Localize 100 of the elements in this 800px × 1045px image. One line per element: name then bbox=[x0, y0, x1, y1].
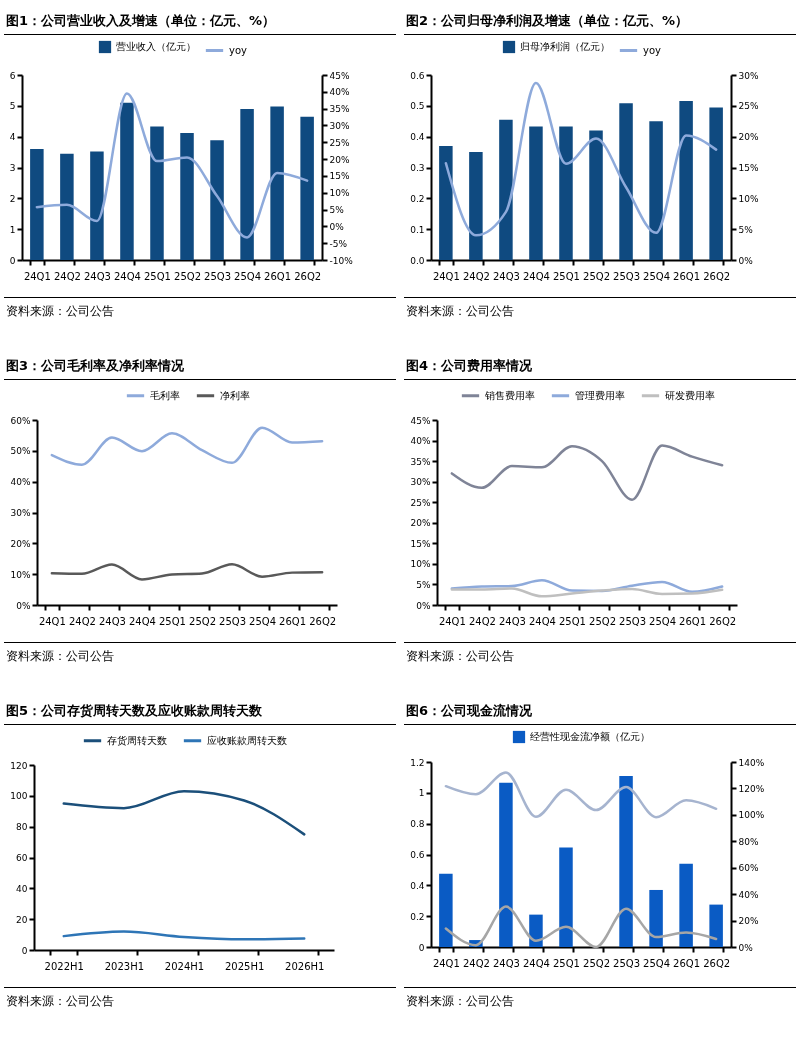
x-tick-label: 24Q1 bbox=[432, 270, 460, 282]
y2-tick-label: 10% bbox=[738, 193, 759, 204]
y2-tick-label: 15% bbox=[738, 163, 759, 173]
x-tick-label: 24Q2 bbox=[468, 615, 496, 627]
x-tick-label: 26Q2 bbox=[709, 615, 737, 627]
legend-label: 存货周转天数 bbox=[107, 734, 167, 746]
x-tick-label: 25Q1 bbox=[559, 615, 586, 627]
bar bbox=[499, 782, 513, 947]
x-tick-label: 24Q4 bbox=[128, 615, 156, 627]
line-series bbox=[50, 426, 324, 466]
legend-label: yoy bbox=[229, 44, 248, 56]
bar bbox=[649, 121, 663, 260]
x-tick-label: 2024H1 bbox=[164, 960, 205, 972]
x-tick-label: 25Q1 bbox=[144, 270, 171, 282]
x-tick-label: 25Q1 bbox=[553, 270, 580, 282]
bar bbox=[619, 103, 633, 260]
x-tick-label: 24Q4 bbox=[522, 957, 550, 969]
y-tick-label: 45% bbox=[410, 415, 431, 426]
x-tick-label: 24Q4 bbox=[113, 270, 141, 282]
y-tick-label: 0% bbox=[416, 600, 431, 611]
x-tick-label: 24Q4 bbox=[528, 615, 556, 627]
y2-tick-label: 40% bbox=[329, 87, 350, 98]
y-tick-label: 0.8 bbox=[410, 819, 425, 830]
x-tick-label: 26Q1 bbox=[673, 957, 701, 969]
y2-tick-label: 5% bbox=[738, 224, 754, 235]
x-tick-label: 24Q2 bbox=[462, 270, 490, 282]
y2-tick-label: 60% bbox=[738, 863, 759, 874]
legend-label: 研发费用率 bbox=[665, 389, 715, 401]
line-series bbox=[35, 92, 309, 239]
y-tick-label: 40% bbox=[410, 436, 431, 447]
y2-tick-label: 30% bbox=[738, 70, 759, 81]
y-tick-label: 1.2 bbox=[410, 757, 425, 768]
x-tick-label: 25Q1 bbox=[553, 957, 580, 969]
y-tick-label: 20% bbox=[10, 538, 31, 549]
legend-label: 应收账款周转天数 bbox=[207, 734, 287, 746]
bar bbox=[150, 126, 164, 260]
chart-title: 图6：公司现金流情况 bbox=[404, 696, 796, 725]
bar bbox=[589, 130, 603, 260]
x-tick-label: 25Q4 bbox=[249, 615, 277, 627]
x-tick-label: 26Q2 bbox=[309, 615, 337, 627]
y2-tick-label: 40% bbox=[738, 889, 759, 900]
y-tick-label: 40 bbox=[16, 883, 28, 894]
y-tick-label: 0.5 bbox=[410, 101, 425, 112]
bar bbox=[300, 116, 314, 260]
y-tick-label: 40% bbox=[10, 477, 31, 488]
line-series bbox=[62, 930, 306, 941]
bar bbox=[240, 108, 254, 260]
x-tick-label: 25Q2 bbox=[583, 270, 610, 282]
y-tick-label: 1 bbox=[418, 788, 425, 799]
y-tick-label: 20 bbox=[16, 914, 28, 925]
y-tick-label: 30% bbox=[10, 508, 31, 518]
x-tick-label: 24Q3 bbox=[492, 957, 520, 969]
x-tick-label: 26Q1 bbox=[264, 270, 292, 282]
bar bbox=[60, 153, 74, 260]
line-series bbox=[444, 81, 718, 237]
bar bbox=[529, 914, 543, 947]
y-tick-label: 0.4 bbox=[410, 880, 425, 891]
y2-tick-label: -5% bbox=[329, 238, 348, 249]
text: 资料来源：公司公告 bbox=[404, 297, 796, 325]
y-tick-label: 120 bbox=[10, 760, 28, 771]
legend-label: 管理费用率 bbox=[575, 389, 625, 401]
x-tick-label: 25Q2 bbox=[583, 957, 610, 969]
legend-label: 毛利率 bbox=[150, 389, 180, 401]
x-tick-label: 24Q4 bbox=[522, 270, 550, 282]
x-tick-label: 26Q2 bbox=[703, 270, 731, 282]
y-tick-label: 20% bbox=[410, 518, 431, 529]
y-tick-label: 80 bbox=[16, 822, 28, 833]
line-series bbox=[62, 789, 306, 836]
text: 资料来源：公司公告 bbox=[4, 642, 396, 670]
text: 资料来源：公司公告 bbox=[404, 987, 796, 1015]
y-tick-label: 0.0 bbox=[410, 255, 425, 266]
y-tick-label: 0.1 bbox=[410, 224, 425, 235]
x-tick-label: 26Q2 bbox=[294, 270, 322, 282]
x-tick-label: 24Q3 bbox=[498, 615, 526, 627]
x-tick-label: 24Q2 bbox=[68, 615, 96, 627]
y-tick-label: 0.2 bbox=[410, 911, 425, 922]
y2-tick-label: 15% bbox=[329, 171, 350, 182]
x-tick-label: 25Q2 bbox=[189, 615, 216, 627]
chart-title: 图2：公司归母净利润及增速（单位：亿元、%） bbox=[404, 6, 796, 35]
x-tick-label: 2025H1 bbox=[224, 960, 265, 972]
bar bbox=[30, 149, 44, 260]
y2-tick-label: 0% bbox=[738, 942, 754, 953]
x-tick-label: 25Q3 bbox=[613, 957, 641, 969]
chart-title: 图4：公司费用率情况 bbox=[404, 351, 796, 380]
y2-tick-label: 120% bbox=[738, 783, 765, 794]
legend-label: 经营性现金流净额（亿元） bbox=[530, 731, 650, 742]
bar bbox=[469, 152, 483, 260]
x-tick-label: 26Q1 bbox=[279, 615, 307, 627]
text: 资料来源：公司公告 bbox=[4, 987, 396, 1015]
y2-tick-label: 0% bbox=[329, 221, 345, 232]
line-series bbox=[444, 771, 718, 819]
y2-tick-label: 100% bbox=[738, 810, 765, 821]
x-tick-label: 25Q2 bbox=[589, 615, 616, 627]
x-tick-label: 24Q2 bbox=[53, 270, 81, 282]
text: 资料来源：公司公告 bbox=[4, 297, 396, 325]
x-tick-label: 26Q1 bbox=[679, 615, 707, 627]
bar bbox=[649, 889, 663, 947]
y-tick-label: 5% bbox=[416, 579, 431, 590]
x-tick-label: 2023H1 bbox=[104, 960, 145, 972]
y-tick-label: 0 bbox=[418, 942, 425, 953]
